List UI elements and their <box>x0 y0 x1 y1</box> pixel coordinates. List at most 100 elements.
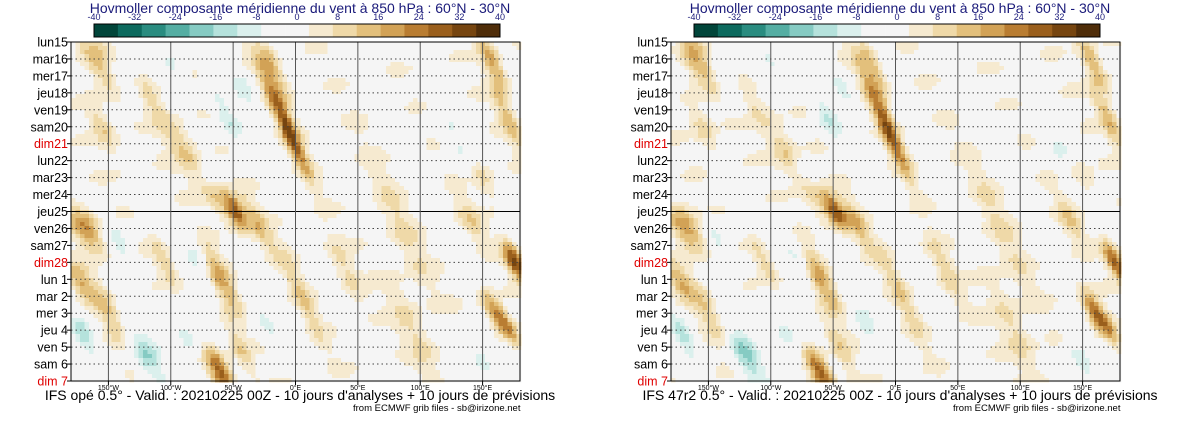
heatmap-cell <box>381 230 387 235</box>
heatmap-cell <box>269 66 274 71</box>
heatmap-cell <box>183 206 189 211</box>
heatmap-cell <box>282 106 288 111</box>
heatmap-cell <box>215 102 220 107</box>
heatmap-cell <box>453 54 459 59</box>
heatmap-cell <box>80 174 85 179</box>
heatmap-cell <box>156 214 162 219</box>
heatmap-cell <box>408 134 414 139</box>
heatmap-cell <box>485 102 490 107</box>
heatmap-cell <box>323 154 328 159</box>
heatmap-cell <box>107 58 112 63</box>
heatmap-cell <box>152 166 157 171</box>
heatmap-cell <box>215 142 220 147</box>
heatmap-cell <box>453 186 459 191</box>
heatmap-cell <box>143 206 148 211</box>
heatmap-cell <box>161 158 166 163</box>
heatmap-cell <box>408 110 414 115</box>
heatmap-cell <box>156 42 162 47</box>
heatmap-cell <box>246 122 252 127</box>
heatmap-cell <box>251 102 256 107</box>
heatmap-cell <box>260 190 265 195</box>
heatmap-cell <box>359 194 364 199</box>
heatmap-cell <box>444 198 450 203</box>
heatmap-cell <box>458 222 463 227</box>
heatmap-cell <box>80 118 85 123</box>
heatmap-cell <box>75 186 81 191</box>
heatmap-cell <box>264 158 270 163</box>
heatmap-cell <box>246 118 252 123</box>
heatmap-cell <box>120 54 126 59</box>
heatmap-cell <box>368 102 373 107</box>
heatmap-cell <box>318 218 324 223</box>
heatmap-cell <box>255 126 261 131</box>
heatmap-cell <box>494 90 499 95</box>
heatmap-cell <box>435 170 441 175</box>
heatmap-cell <box>107 150 112 155</box>
heatmap-cell <box>444 50 450 55</box>
heatmap-cell <box>476 90 481 95</box>
heatmap-cell <box>260 178 265 183</box>
heatmap-cell <box>75 114 81 119</box>
heatmap-cell <box>255 142 261 147</box>
heatmap-cell <box>444 130 450 135</box>
heatmap-cell <box>282 234 288 239</box>
heatmap-cell <box>467 218 472 223</box>
heatmap-cell <box>440 218 445 223</box>
heatmap-cell <box>318 202 324 207</box>
heatmap-cell <box>179 206 184 211</box>
heatmap-cell <box>111 86 117 91</box>
heatmap-cell <box>332 214 337 219</box>
heatmap-cell <box>408 50 414 55</box>
heatmap-cell <box>170 218 175 223</box>
heatmap-cell <box>93 214 99 219</box>
heatmap-cell <box>107 166 112 171</box>
heatmap-cell <box>75 90 81 95</box>
heatmap-cell <box>129 62 135 67</box>
heatmap-cell <box>246 126 252 131</box>
heatmap-cell <box>395 182 400 187</box>
heatmap-cell <box>215 154 220 159</box>
heatmap-cell <box>282 62 288 67</box>
heatmap-cell <box>354 154 360 159</box>
heatmap-cell <box>156 66 162 71</box>
heatmap-cell <box>408 130 414 135</box>
heatmap-cell <box>354 222 360 227</box>
heatmap-cell <box>102 150 108 155</box>
heatmap-cell <box>174 138 180 143</box>
heatmap-cell <box>512 214 517 219</box>
heatmap-cell <box>156 98 162 103</box>
heatmap-cell <box>350 102 355 107</box>
heatmap-cell <box>192 142 198 147</box>
heatmap-cell <box>372 226 378 231</box>
heatmap-cell <box>314 230 319 235</box>
heatmap-cell <box>462 62 468 67</box>
heatmap-cell <box>206 214 211 219</box>
heatmap-cell <box>269 138 274 143</box>
heatmap-cell <box>174 42 180 47</box>
heatmap-cell <box>494 142 499 147</box>
heatmap-cell <box>71 210 76 215</box>
heatmap-cell <box>71 54 76 59</box>
heatmap-cell <box>449 86 454 91</box>
heatmap-cell <box>282 78 288 83</box>
heatmap-cell <box>179 74 184 79</box>
heatmap-cell <box>147 54 153 59</box>
heatmap-cell <box>125 218 130 223</box>
heatmap-cell <box>431 150 436 155</box>
heatmap-cell <box>489 230 495 235</box>
heatmap-cell <box>84 114 90 119</box>
heatmap-cell <box>341 138 346 143</box>
heatmap-cell <box>363 98 369 103</box>
heatmap-cell <box>476 194 481 199</box>
heatmap-cell <box>318 222 324 227</box>
heatmap-cell <box>237 170 243 175</box>
heatmap-cell <box>404 194 409 199</box>
heatmap-cell <box>170 238 175 243</box>
heatmap-cell <box>395 98 400 103</box>
heatmap-cell <box>188 210 193 215</box>
heatmap-cell <box>363 106 369 111</box>
heatmap-cell <box>246 130 252 135</box>
heatmap-cell <box>354 130 360 135</box>
heatmap-cell <box>291 190 297 195</box>
heatmap-cell <box>426 106 432 111</box>
